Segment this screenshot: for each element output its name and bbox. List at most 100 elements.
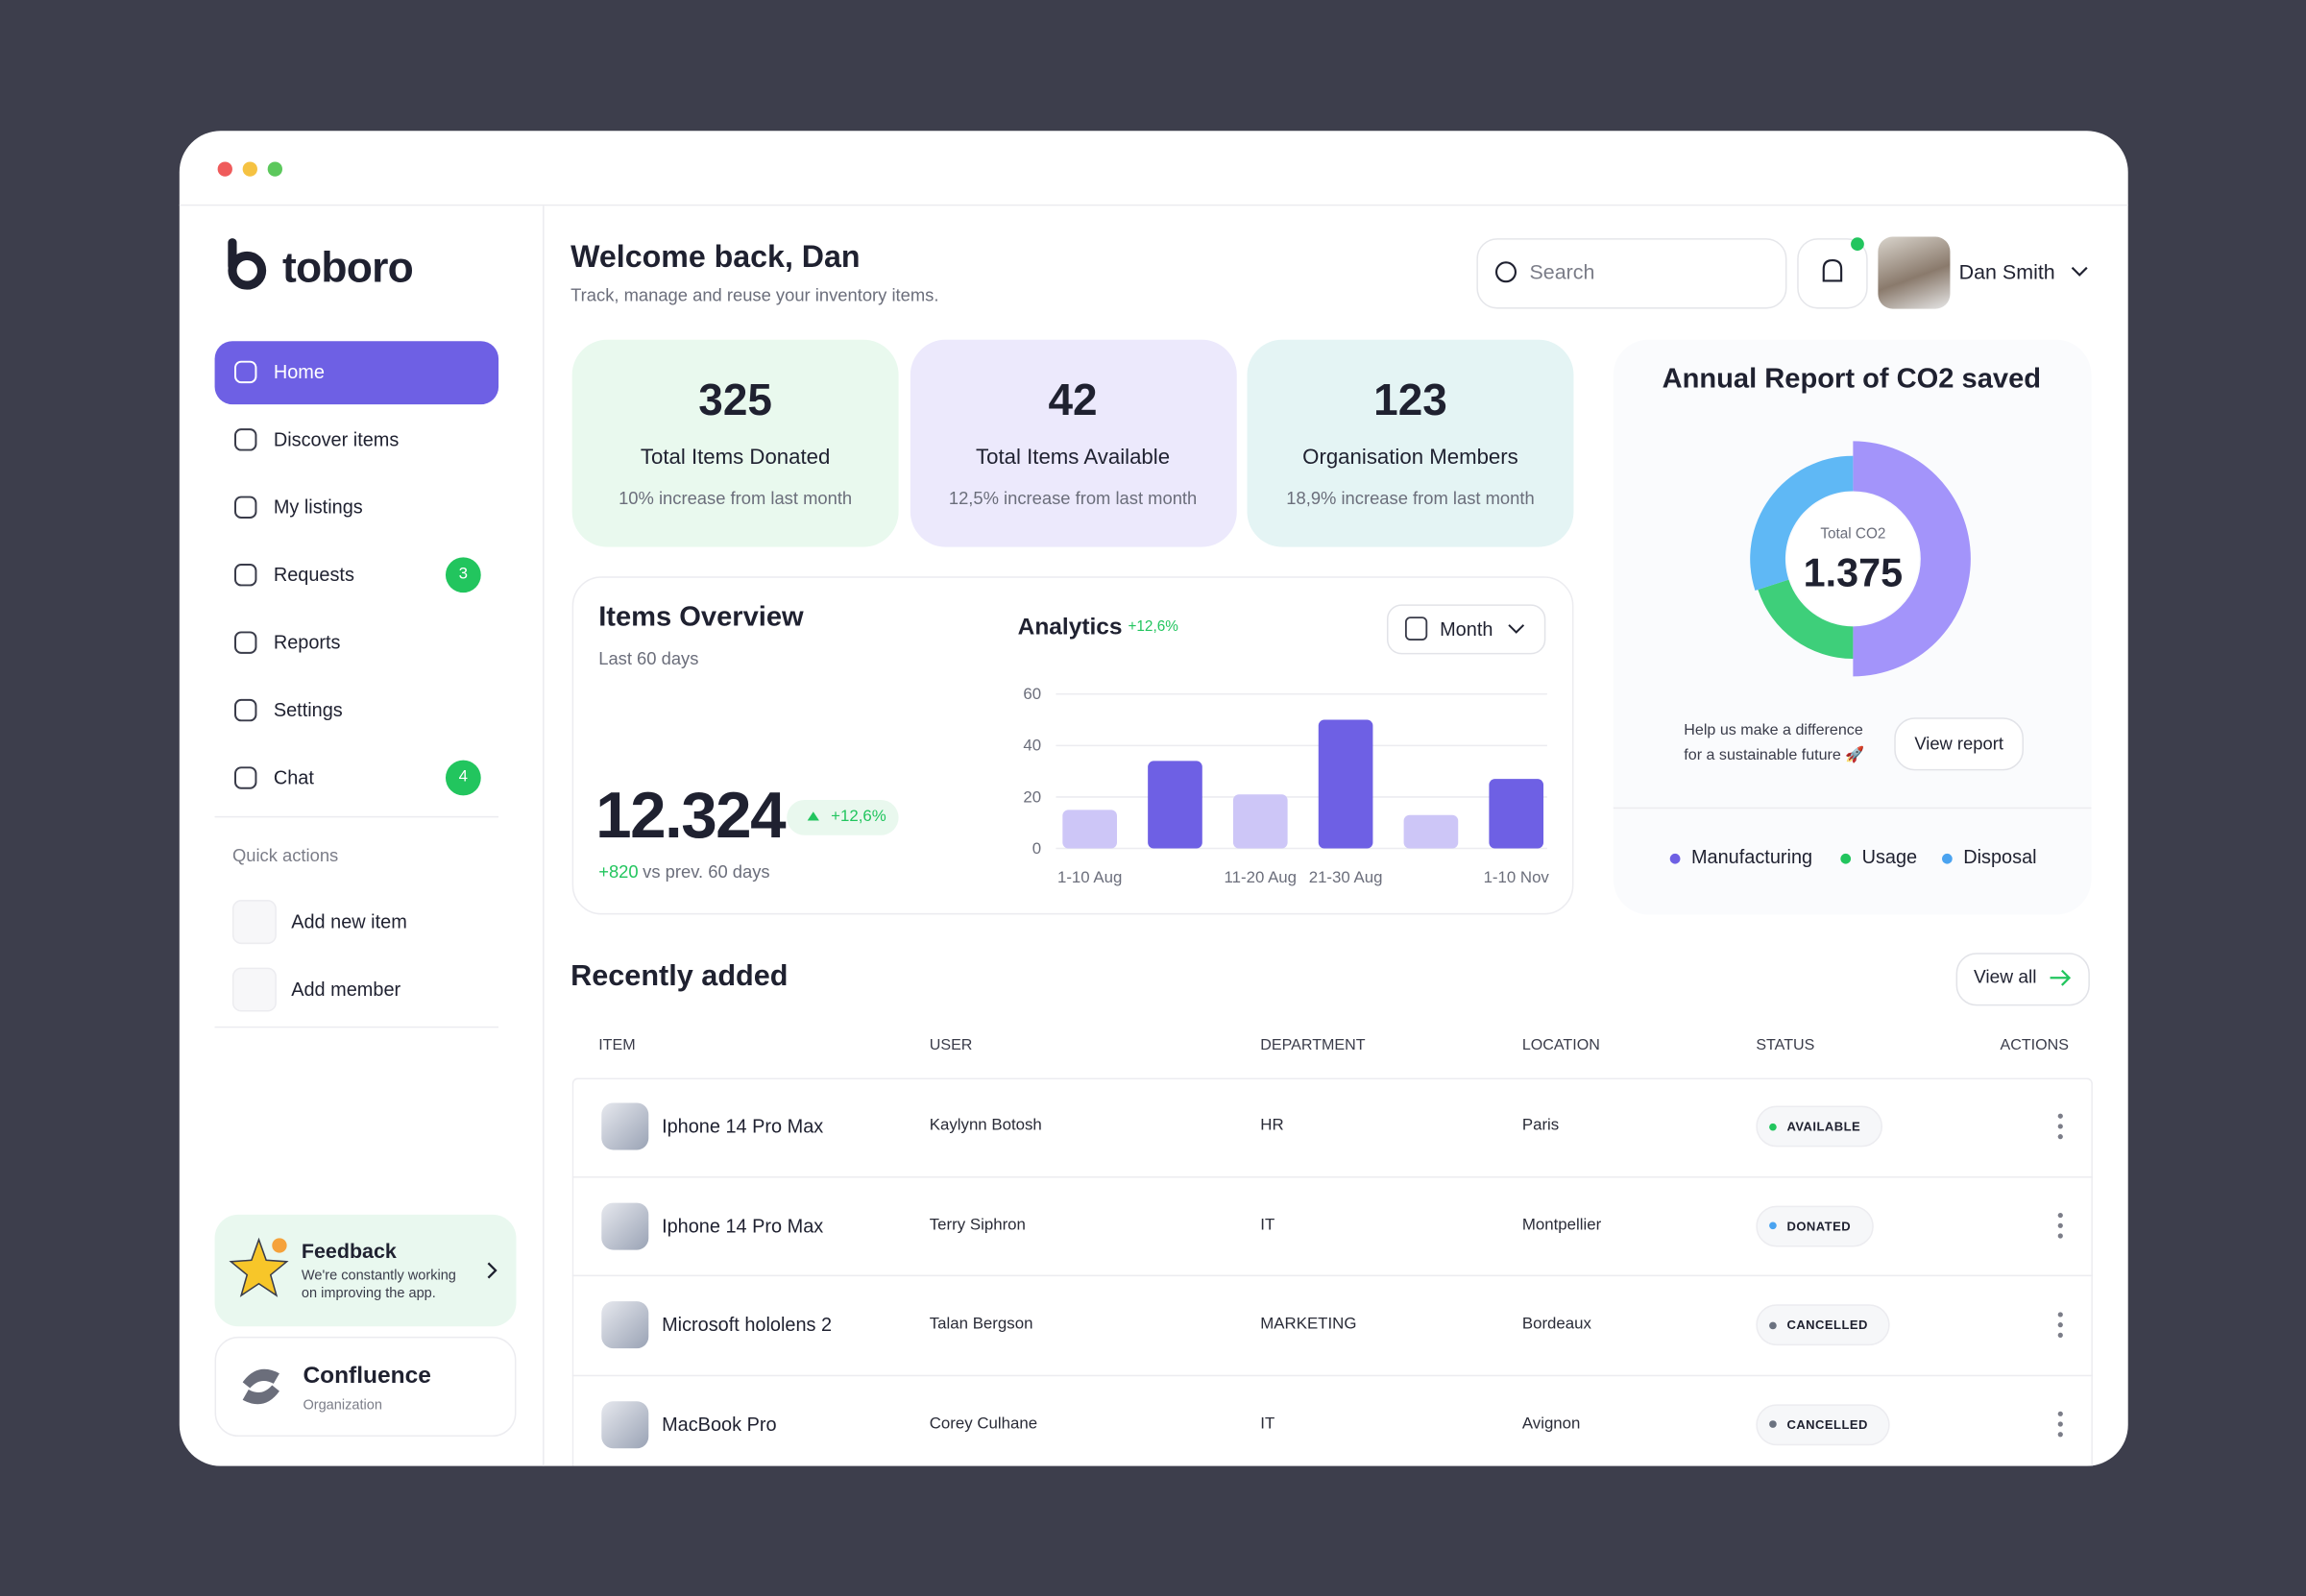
nav-label[interactable]: Home — [273, 360, 325, 383]
status-dot — [1769, 1221, 1777, 1230]
period-label[interactable]: Month — [1440, 617, 1493, 641]
center-value: 1.375 — [1803, 550, 1904, 595]
column-header: LOCATION — [1521, 1036, 1600, 1054]
divider — [214, 1026, 499, 1028]
x-tick-label: 21-30 Aug — [1309, 868, 1383, 886]
feedback-text: We're constantly working — [301, 1268, 456, 1285]
cell: Montpellier — [1521, 1216, 1602, 1234]
brand: toboro — [282, 245, 414, 293]
cell: Bordeaux — [1521, 1315, 1591, 1333]
bell-icon — [1822, 258, 1843, 282]
nav-icon — [234, 360, 257, 384]
nav-label[interactable]: Chat — [273, 766, 314, 789]
cell: MARKETING — [1260, 1315, 1357, 1333]
x-tick-label: 1-10 Aug — [1057, 868, 1122, 886]
quick-action[interactable]: Add new item — [291, 910, 407, 933]
status: DONATED — [1786, 1218, 1852, 1233]
up-arrow — [807, 811, 819, 821]
bar — [1148, 761, 1202, 849]
delta-text: vs prev. 60 days — [643, 861, 770, 883]
status-pill — [1756, 1403, 1890, 1445]
bar — [1403, 814, 1459, 849]
nav-label[interactable]: Discover items — [273, 427, 400, 450]
y-tick-label: 20 — [1023, 787, 1041, 806]
item-name[interactable]: Microsoft hololens 2 — [662, 1313, 833, 1336]
change-value: +12,6% — [831, 808, 886, 826]
search-box[interactable] — [1476, 238, 1787, 309]
chevron — [1508, 624, 1525, 634]
nav-active[interactable] — [214, 341, 499, 405]
nav-label[interactable]: Settings — [273, 698, 343, 721]
overview-card — [571, 576, 1574, 915]
legend-dot — [1942, 853, 1953, 864]
button-label[interactable]: View report — [1914, 733, 2003, 755]
cell: Corey Culhane — [929, 1414, 1038, 1433]
cell: Kaylynn Botosh — [929, 1116, 1042, 1135]
chart-annotation: +12,6% — [1128, 618, 1178, 636]
stat-note: 12,5% increase from last month — [948, 488, 1198, 509]
stat-card — [571, 339, 899, 547]
item-name[interactable]: MacBook Pro — [662, 1413, 777, 1436]
co2-note: for a sustainable future 🚀 — [1684, 746, 1865, 764]
cell: Talan Bergson — [929, 1315, 1033, 1333]
button-label[interactable]: View all — [1973, 966, 2037, 988]
calendar-icon — [1404, 617, 1428, 641]
org-logo — [242, 1368, 279, 1405]
org-type: Organization — [303, 1397, 382, 1414]
nav-badge-count: 4 — [458, 767, 469, 786]
action-menu — [2057, 1312, 2063, 1318]
stat-card — [910, 339, 1237, 547]
item-name[interactable]: Iphone 14 Pro Max — [662, 1214, 824, 1237]
view-report-button[interactable] — [1894, 717, 2024, 771]
card-subtitle: Last 60 days — [598, 647, 699, 669]
item-name[interactable]: Iphone 14 Pro Max — [662, 1114, 824, 1137]
row-divider — [571, 1175, 2093, 1177]
search-placeholder[interactable]: Search — [1529, 259, 1595, 283]
y-tick-label: 0 — [1032, 839, 1041, 858]
nav-badge-count: 3 — [458, 565, 469, 583]
stat-note: 18,9% increase from last month — [1286, 488, 1535, 509]
section-title: Quick actions — [231, 845, 339, 866]
help-dot — [272, 1238, 287, 1253]
page-subtitle: Track, manage and reuse your inventory i… — [570, 284, 939, 306]
card-title: Items Overview — [598, 602, 804, 634]
chart-title: Annual Report of CO2 saved — [1662, 364, 2042, 396]
window-dot[interactable] — [217, 161, 232, 177]
cell: IT — [1260, 1216, 1275, 1234]
quick-action[interactable]: Add member — [291, 978, 401, 1001]
window-dot[interactable] — [267, 161, 282, 177]
action-menu — [2057, 1332, 2063, 1338]
user-name[interactable]: Dan Smith — [1958, 259, 2055, 283]
action-menu — [2057, 1113, 2063, 1119]
stat-label: Total Items Available — [976, 446, 1171, 470]
nav-badge — [445, 760, 481, 796]
action-icon[interactable] — [231, 967, 277, 1012]
org-card[interactable] — [214, 1336, 517, 1438]
window-dot[interactable] — [242, 161, 257, 177]
view-all-button[interactable] — [1955, 953, 2090, 1006]
bar — [1232, 794, 1288, 849]
co2-note: Help us make a difference — [1684, 721, 1863, 739]
nav-label[interactable]: My listings — [273, 496, 363, 519]
stat-value: 42 — [1048, 376, 1098, 425]
row-divider — [571, 1373, 2093, 1376]
stat-note: 10% increase from last month — [619, 488, 853, 509]
nav-label[interactable]: Requests — [273, 563, 354, 586]
feedback-title: Feedback — [301, 1239, 397, 1263]
nav-label[interactable]: Reports — [273, 631, 341, 654]
nav-icon — [234, 698, 257, 722]
period-dropdown[interactable] — [1386, 604, 1546, 655]
column-header: DEPARTMENT — [1260, 1036, 1366, 1054]
action-menu — [2057, 1222, 2063, 1228]
action-icon[interactable] — [231, 900, 277, 945]
avatar[interactable] — [1878, 236, 1951, 309]
column-header: ITEM — [598, 1036, 636, 1054]
column-header: USER — [929, 1036, 973, 1054]
action-menu — [2057, 1411, 2063, 1416]
item-thumbnail — [601, 1400, 649, 1448]
notification-button[interactable] — [1797, 238, 1868, 309]
action-menu — [2057, 1134, 2063, 1140]
notification-dot — [1851, 237, 1864, 252]
divider — [179, 204, 2128, 206]
